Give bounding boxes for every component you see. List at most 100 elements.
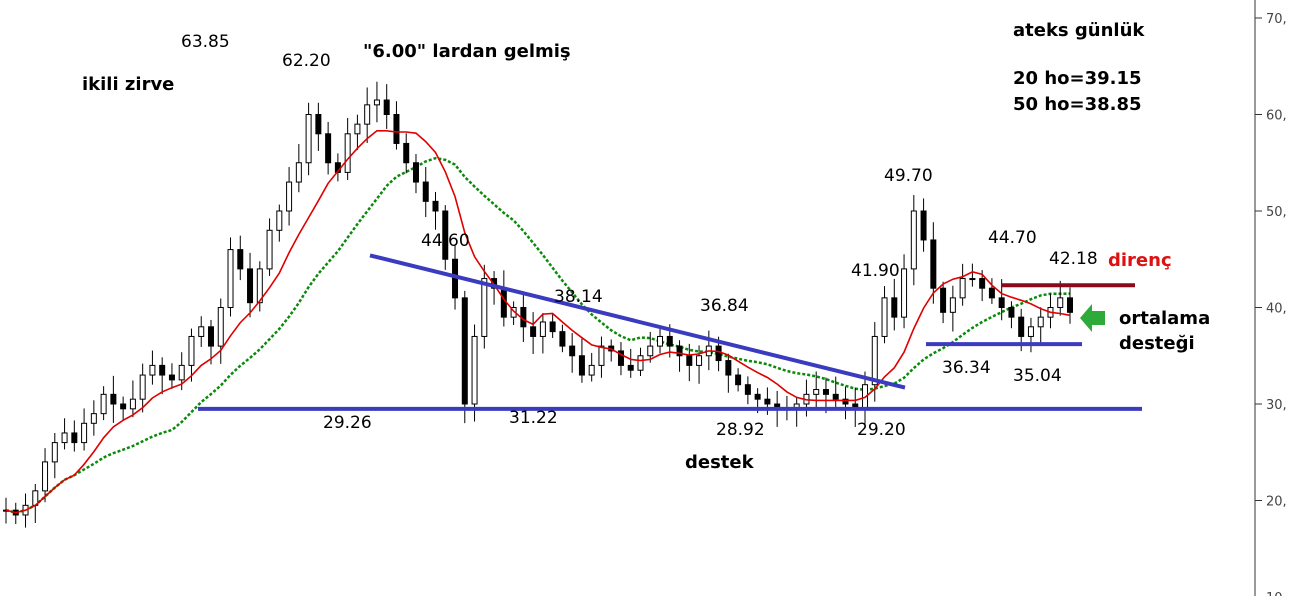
candle-body <box>286 181 293 212</box>
candle-body <box>159 364 166 376</box>
candle-body <box>139 374 146 400</box>
candle-body <box>910 210 917 270</box>
candle-body <box>578 355 585 376</box>
candle-body <box>657 335 664 347</box>
y-tick-label: 40, <box>1266 302 1287 317</box>
candle-body <box>325 133 332 164</box>
candle-body <box>266 229 273 270</box>
candle-body <box>432 200 439 212</box>
candle-body <box>822 389 829 395</box>
downtrend-line <box>369 253 906 390</box>
candle-body <box>1018 316 1025 337</box>
y-tick-label: 60, <box>1266 109 1287 124</box>
peak-label: 41.90 <box>851 261 900 281</box>
peak-label: 44.70 <box>988 228 1037 248</box>
candle-body <box>110 393 117 405</box>
from-six-label: "6.00" lardan gelmiş <box>363 41 571 62</box>
candle-body <box>754 393 761 400</box>
candle-body <box>461 297 468 405</box>
y-tick-label: 10, <box>1266 591 1287 596</box>
y-tick-label: 30, <box>1266 398 1287 413</box>
trough-label: 28.92 <box>716 420 765 440</box>
candle-body <box>129 398 136 410</box>
y-tick-label: 70, <box>1266 12 1287 27</box>
ma50-line-layer <box>5 156 1071 514</box>
trough-label: 36.34 <box>942 358 991 378</box>
candle-body <box>81 422 88 444</box>
candle-body <box>637 355 644 371</box>
ma-support-label-2: desteği <box>1119 333 1195 354</box>
candle-body <box>198 326 205 337</box>
peak-label: 49.70 <box>884 166 933 186</box>
trough-label: 35.04 <box>1013 366 1062 386</box>
candle-body <box>647 345 654 357</box>
candle-body <box>842 398 849 405</box>
y-tick-label: 50, <box>1266 205 1287 220</box>
peak-label: 36.84 <box>700 296 749 316</box>
candle-body <box>617 350 624 366</box>
trend-lines-layer <box>198 253 1142 411</box>
peak-label: 42.18 <box>1049 249 1098 269</box>
candle-body <box>832 393 839 400</box>
candle-body <box>51 442 58 463</box>
candle-body <box>120 403 127 410</box>
ma20-line <box>5 130 1071 514</box>
candle-body <box>305 114 312 164</box>
candle-body <box>373 99 380 106</box>
peak-label: 44.60 <box>421 231 470 251</box>
candle-body <box>744 384 751 395</box>
candle-body <box>813 389 820 395</box>
chart-title: ateks günlük <box>1013 20 1145 41</box>
candle-body <box>881 297 888 337</box>
candle-body <box>247 268 254 304</box>
candle-body <box>676 345 683 357</box>
candle-body <box>998 297 1005 309</box>
double-top-label: ikili zirve <box>82 74 174 95</box>
candle-body <box>71 432 78 444</box>
candle-body <box>901 268 908 318</box>
candle-body <box>920 210 927 241</box>
candle-body <box>588 364 595 376</box>
peak-label: 62.20 <box>282 51 331 71</box>
ma-support-label-1: ortalama <box>1119 308 1210 329</box>
ma50-line <box>5 156 1071 514</box>
candle-body <box>1057 297 1064 309</box>
candle-body <box>1067 297 1073 313</box>
candle-body <box>481 278 488 337</box>
candle-body <box>178 364 185 381</box>
candle-body <box>168 374 175 381</box>
y-axis-ticks: 70, 60, 50, 40, 30, 20, 10, <box>1255 12 1287 596</box>
candle-body <box>354 123 361 135</box>
candle-body <box>627 364 634 371</box>
trough-label: 29.26 <box>323 413 372 433</box>
candle-body <box>295 162 302 183</box>
trough-label: 31.22 <box>509 408 558 428</box>
candle-body <box>686 355 693 366</box>
trough-label: 29.20 <box>857 420 906 440</box>
candle-body <box>344 133 351 173</box>
candle-body <box>764 398 771 405</box>
candle-body <box>891 297 898 318</box>
candle-body <box>276 210 283 231</box>
candle-body <box>500 287 507 318</box>
candle-body <box>315 114 322 135</box>
peak-label: 63.85 <box>181 32 230 52</box>
candle-body <box>725 360 732 376</box>
candle-body <box>940 287 947 313</box>
candle-body <box>530 326 537 337</box>
candle-body <box>227 249 234 309</box>
candle-body <box>383 99 390 116</box>
candle-body <box>949 297 956 313</box>
peak-label: 38.14 <box>554 287 603 307</box>
candle-body <box>539 321 546 337</box>
resistance-label: direnç <box>1108 250 1172 271</box>
candle-body <box>1027 326 1034 337</box>
candle-body <box>666 335 673 347</box>
candle-body <box>471 335 478 405</box>
candle-body <box>696 355 703 366</box>
candle-body <box>979 278 986 289</box>
candle-body <box>412 162 419 183</box>
candle-body <box>569 345 576 357</box>
candle-body <box>1037 316 1044 328</box>
